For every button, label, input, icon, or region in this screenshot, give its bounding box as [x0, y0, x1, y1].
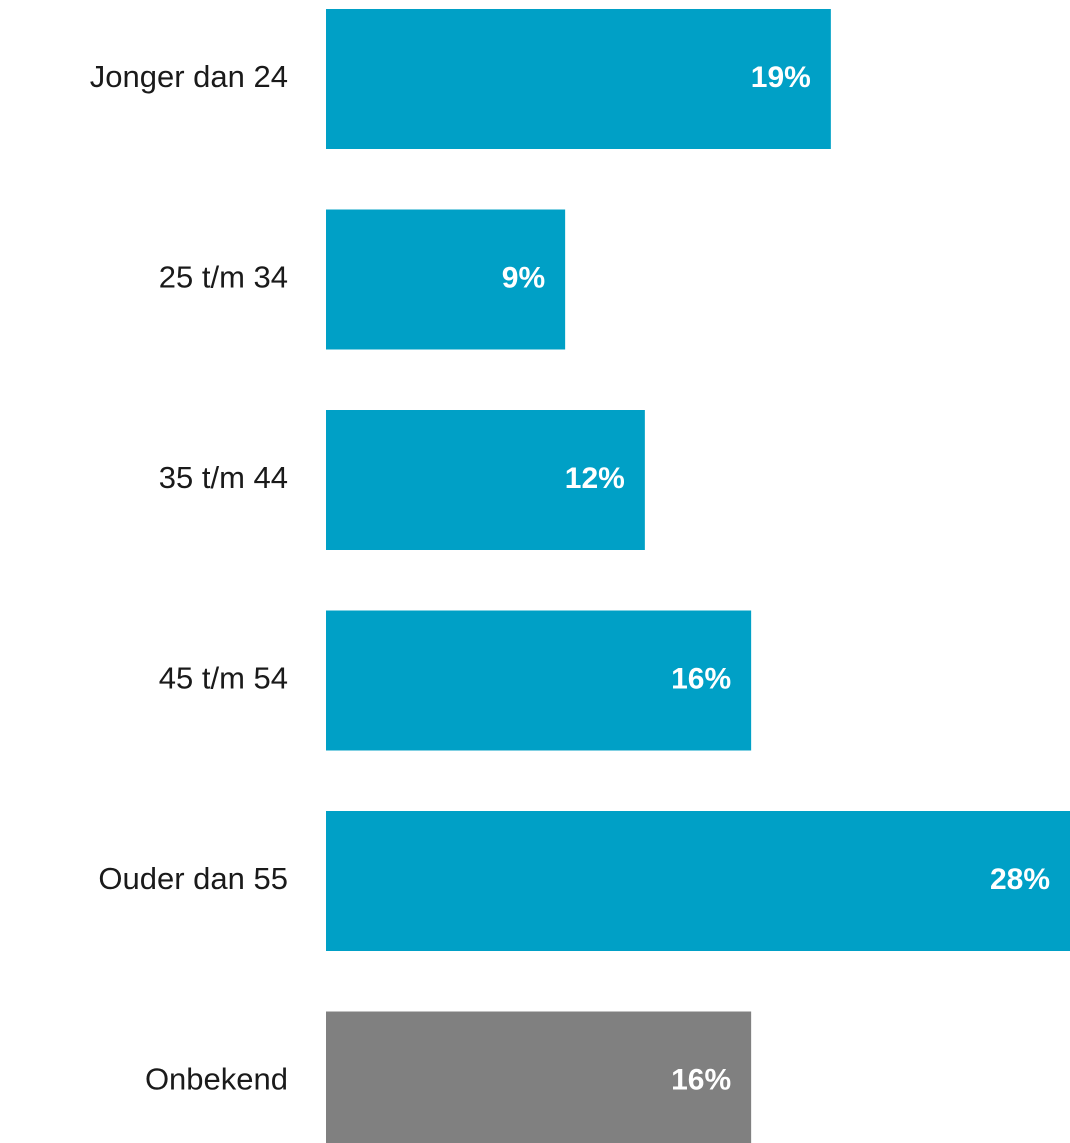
bar [326, 9, 831, 149]
category-label: Onbekend [145, 1062, 288, 1097]
category-label: 45 t/m 54 [159, 661, 288, 696]
category-label: 25 t/m 34 [159, 260, 288, 295]
category-label: Ouder dan 55 [98, 861, 288, 896]
bar [326, 610, 752, 751]
value-label: 19% [751, 61, 811, 94]
category-label: Jonger dan 24 [90, 59, 288, 94]
value-label: 9% [502, 261, 545, 294]
value-label: 12% [565, 462, 625, 495]
bar [326, 1011, 752, 1143]
value-label: 16% [671, 1063, 731, 1096]
bar [326, 811, 1070, 951]
bar [326, 209, 566, 350]
category-label: 35 t/m 44 [159, 460, 288, 495]
value-label: 28% [990, 863, 1050, 896]
value-label: 16% [671, 662, 731, 695]
bar [326, 410, 645, 550]
